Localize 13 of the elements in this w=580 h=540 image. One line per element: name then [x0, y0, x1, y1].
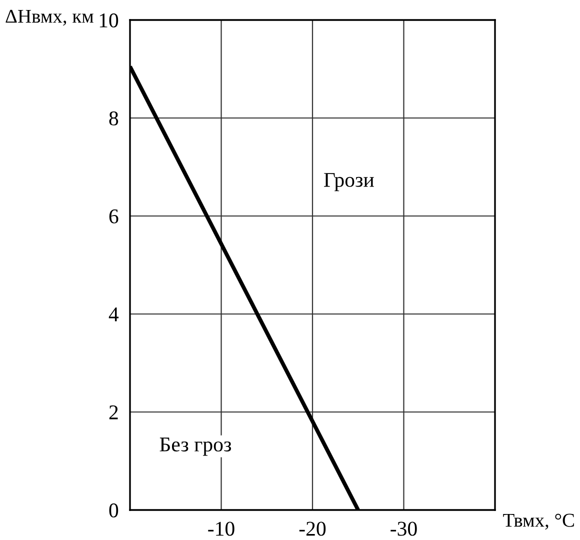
annotation: Грози — [324, 173, 374, 192]
x-axis-title: Твмх, °C — [503, 514, 574, 530]
y-axis-title: ΔНвмх, км — [6, 10, 94, 26]
y-tick-label: 2 — [109, 405, 118, 420]
x-tick-label: -10 — [208, 522, 234, 536]
y-tick-label: 8 — [109, 111, 118, 126]
x-tick-label: -30 — [390, 522, 417, 536]
y-tick-label: 6 — [109, 209, 118, 224]
y-tick-label: 10 — [100, 13, 118, 28]
annotation: Без гроз — [160, 438, 232, 456]
x-tick-label: -20 — [299, 522, 326, 536]
y-tick-label: 4 — [108, 308, 119, 322]
y-tick-label: 0 — [109, 503, 118, 518]
